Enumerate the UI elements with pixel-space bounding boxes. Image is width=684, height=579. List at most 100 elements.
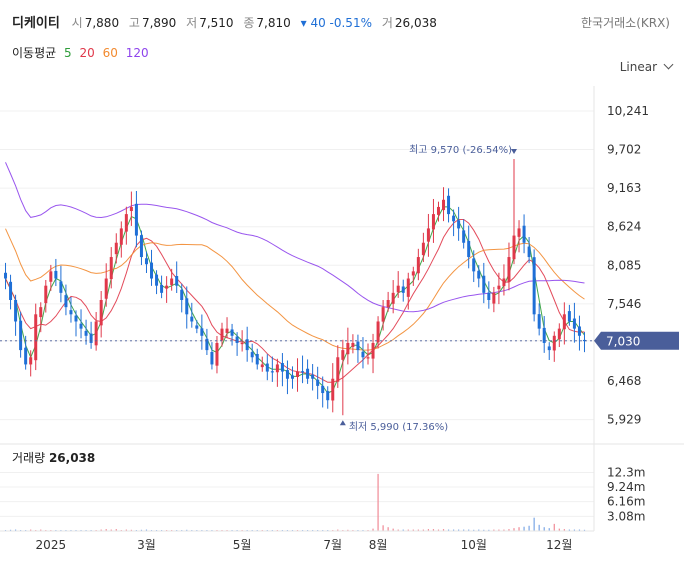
ma-legend[interactable]: 이동평균 5 20 60 120 bbox=[12, 44, 153, 61]
time-tick-label: 7월 bbox=[323, 538, 342, 552]
candle-body bbox=[49, 271, 53, 282]
candle-body bbox=[532, 257, 536, 315]
volume-bar bbox=[498, 529, 500, 531]
volume-panel-title: 거래량 26,038 bbox=[12, 449, 95, 466]
volume-bar bbox=[422, 529, 424, 531]
volume-bar bbox=[387, 527, 389, 531]
candle-body bbox=[215, 342, 219, 366]
candle-body bbox=[160, 284, 164, 293]
volume-bar bbox=[14, 529, 17, 531]
candle-body bbox=[210, 351, 214, 365]
ma120-legend[interactable]: 120 bbox=[125, 46, 149, 60]
volume-bar bbox=[105, 529, 107, 531]
volume-bar bbox=[538, 524, 540, 531]
exchange-label: 한국거래소(KRX) bbox=[581, 16, 670, 30]
volume-bar bbox=[573, 529, 576, 531]
low-annotation: 최저 5,990 (17.36%) bbox=[349, 421, 448, 433]
candle-body bbox=[79, 323, 83, 329]
scale-dropdown[interactable]: Linear bbox=[620, 59, 674, 74]
volume-bar bbox=[548, 528, 550, 531]
candle-body bbox=[4, 272, 8, 279]
volume-bars bbox=[4, 473, 586, 531]
stock-name[interactable]: 디케이티 bbox=[12, 16, 60, 31]
candle-body bbox=[577, 326, 581, 336]
volume-bar bbox=[553, 523, 555, 531]
candle-body bbox=[129, 206, 133, 212]
low-marker-icon bbox=[339, 420, 346, 426]
candle-body bbox=[301, 371, 305, 373]
candle-body bbox=[260, 364, 264, 368]
candle-body bbox=[522, 225, 526, 243]
quote-header: 디케이티 시 7,880 고 7,890 저 7,510 종 7,810 ▾ 40 -0… bbox=[12, 12, 443, 31]
candle-body bbox=[351, 342, 355, 347]
ma60-line bbox=[5, 228, 585, 351]
ma120-line bbox=[5, 162, 585, 313]
candle-body bbox=[280, 363, 284, 372]
candle-body bbox=[457, 220, 461, 229]
annotations: 7,030 최고 9,570 (-26.54%) 최저 5,990 (17.36%) bbox=[0, 144, 679, 433]
volume-bar bbox=[100, 529, 102, 531]
volume-bar bbox=[40, 529, 42, 531]
price-tick-label: 8,624 bbox=[607, 220, 641, 234]
candle-body bbox=[366, 357, 370, 359]
volume-bar bbox=[145, 529, 148, 531]
ma60-legend[interactable]: 60 bbox=[102, 46, 118, 60]
price-tick-label: 8,085 bbox=[607, 258, 641, 272]
candle-body bbox=[104, 278, 108, 299]
candle-body bbox=[487, 292, 491, 300]
candle-body bbox=[59, 281, 63, 293]
candle-body bbox=[497, 285, 501, 290]
candle-body bbox=[165, 285, 169, 289]
candle-body bbox=[245, 339, 249, 351]
candle-body bbox=[265, 363, 269, 372]
volume-bar bbox=[130, 529, 132, 531]
candle-body bbox=[94, 321, 98, 346]
candle-body bbox=[447, 195, 451, 215]
volume-bar bbox=[452, 529, 455, 531]
time-tick-label: 2025 bbox=[36, 538, 67, 552]
candle-body bbox=[255, 353, 259, 365]
candle-body bbox=[336, 357, 340, 382]
ma5-legend[interactable]: 5 bbox=[64, 46, 72, 60]
candle-body bbox=[472, 258, 476, 272]
volume-bar bbox=[508, 529, 510, 531]
candle-body bbox=[567, 311, 571, 322]
candle-body bbox=[482, 275, 486, 293]
high-marker-icon bbox=[511, 148, 517, 154]
volume-panel-value: 26,038 bbox=[48, 451, 96, 465]
high-value: 7,890 bbox=[141, 16, 177, 30]
time-tick-label: 3월 bbox=[137, 538, 156, 552]
moving-averages bbox=[5, 162, 585, 394]
volume-bar bbox=[483, 529, 485, 531]
volume-bar bbox=[568, 529, 570, 531]
candle-body bbox=[84, 330, 88, 336]
volume-bar bbox=[442, 529, 445, 531]
price-tick-label: 9,702 bbox=[607, 143, 641, 157]
candle-body bbox=[436, 206, 440, 215]
volume-bar bbox=[186, 529, 188, 531]
volume-bar bbox=[578, 529, 581, 531]
candle-body bbox=[235, 336, 239, 343]
candle-body bbox=[316, 379, 320, 386]
price-tick-label: 10,241 bbox=[607, 104, 649, 118]
candle-body bbox=[492, 292, 496, 304]
candle-body bbox=[296, 371, 300, 377]
volume-bar bbox=[432, 529, 435, 531]
candle-body bbox=[170, 278, 174, 285]
candle-body bbox=[537, 314, 541, 329]
candle-body bbox=[381, 307, 385, 322]
ma20-legend[interactable]: 20 bbox=[79, 46, 95, 60]
volume-bar bbox=[397, 529, 399, 531]
candle-body bbox=[477, 270, 481, 279]
candle-body bbox=[306, 368, 310, 379]
candle-body bbox=[69, 310, 73, 315]
candle-body bbox=[542, 327, 546, 343]
candle-body bbox=[396, 285, 400, 293]
volume-bar bbox=[347, 529, 349, 531]
volume-bar bbox=[473, 529, 475, 531]
close-value: 7,810 bbox=[256, 16, 291, 30]
candle-body bbox=[547, 346, 551, 351]
candle-body bbox=[557, 328, 561, 340]
candle-body bbox=[250, 352, 254, 358]
